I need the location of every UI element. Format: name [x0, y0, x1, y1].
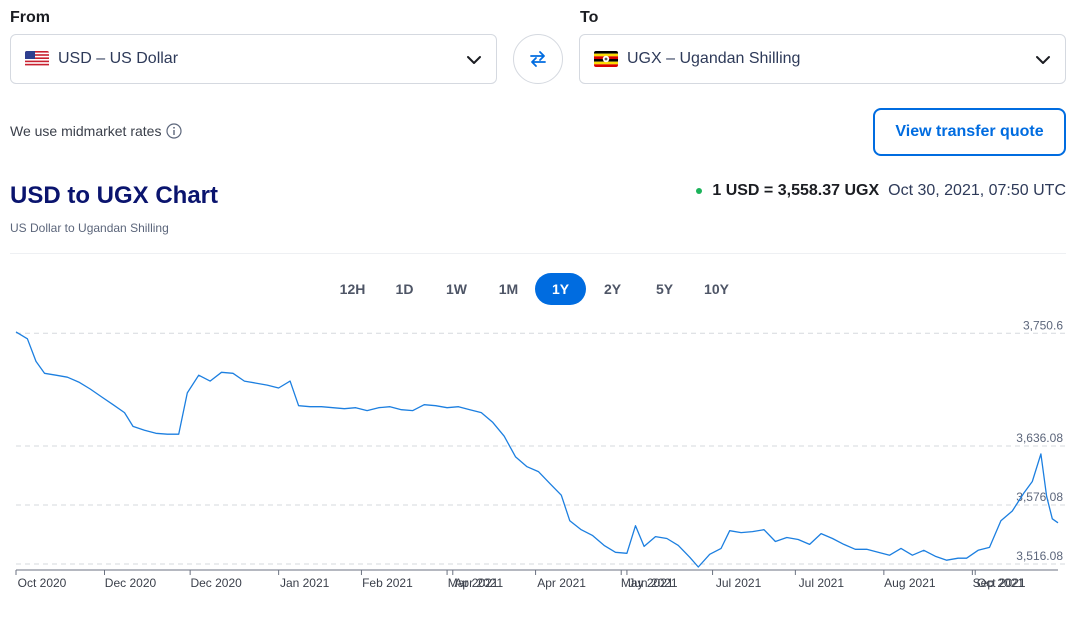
- x-tick-label: Dec 2020: [105, 576, 157, 590]
- series-line: [15, 331, 1059, 568]
- rate-timestamp: Oct 30, 2021, 07:50 UTC: [888, 182, 1066, 199]
- us-flag-icon: [25, 51, 49, 67]
- view-transfer-quote-button[interactable]: View transfer quote: [873, 108, 1066, 156]
- period-tab-1d[interactable]: 1D: [395, 281, 414, 297]
- x-tick-label: Apr 2021: [537, 576, 586, 590]
- period-tab-12h[interactable]: 12H: [339, 281, 366, 297]
- x-tick-label: Jul 2021: [716, 576, 762, 590]
- chevron-down-icon: [467, 56, 481, 64]
- rate-chart: 3,750.6 3,636.08 3,576.08 3,516.08 Oct 2020 D…: [15, 320, 1066, 590]
- to-label: To: [580, 9, 599, 26]
- x-tick-label: Dec 2020: [190, 576, 242, 590]
- x-tick-label: Feb 2021: [362, 576, 413, 590]
- period-tab-1w[interactable]: 1W: [446, 281, 467, 297]
- x-tick-label: Oct 2021: [977, 576, 1026, 590]
- x-tick-label: Oct 2020: [18, 576, 67, 590]
- x-tick-label: May 2021: [621, 576, 674, 590]
- x-tick-label: Jun 2021: [628, 576, 678, 590]
- x-tick-label: Mar 2021: [448, 576, 499, 590]
- info-icon[interactable]: [166, 123, 183, 139]
- ug-flag-icon: [594, 51, 618, 67]
- from-label: From: [10, 9, 50, 26]
- from-currency-text: USD – US Dollar: [58, 50, 179, 67]
- current-rate: 1 USD = 3,558.37 UGX Oct 30, 2021, 07:50…: [696, 182, 1066, 200]
- y-tick-label: 3,750.6: [1023, 320, 1063, 332]
- period-tab-10y[interactable]: 10Y: [704, 281, 729, 297]
- swap-currencies-button[interactable]: [513, 34, 563, 84]
- period-tab-2y[interactable]: 2Y: [603, 281, 622, 297]
- midmarket-text: We use midmarket rates: [10, 123, 162, 139]
- y-tick-label: 3,576.08: [1016, 490, 1063, 504]
- from-currency-select[interactable]: USD – US Dollar: [10, 34, 497, 84]
- to-currency-select[interactable]: UGX – Ugandan Shilling: [579, 34, 1066, 84]
- x-tick-label: Jul 2021: [799, 576, 845, 590]
- y-tick-label: 3,636.08: [1016, 431, 1063, 445]
- swap-arrows-icon: [530, 51, 546, 67]
- to-currency-text: UGX – Ugandan Shilling: [627, 50, 801, 67]
- y-tick-label: 3,516.08: [1016, 549, 1063, 563]
- live-dot-icon: [696, 188, 703, 194]
- midmarket-note: We use midmarket rates: [10, 123, 183, 139]
- chart-subtitle: US Dollar to Ugandan Shilling: [10, 221, 169, 235]
- x-tick-label: Sep 2021: [973, 576, 1025, 590]
- chart-title: USD to UGX Chart: [10, 182, 219, 209]
- period-tab-1m[interactable]: 1M: [498, 281, 519, 297]
- x-tick-label: Aug 2021: [884, 576, 936, 590]
- rate-value: 1 USD = 3,558.37 UGX: [712, 182, 880, 199]
- x-tick-label: Apr 2021: [454, 576, 503, 590]
- period-tab-5y[interactable]: 5Y: [655, 281, 674, 297]
- x-tick-label: Jan 2021: [280, 576, 330, 590]
- period-tab-1y[interactable]: 1Y: [535, 273, 586, 305]
- divider: [10, 253, 1066, 254]
- chevron-down-icon: [1036, 56, 1050, 64]
- period-tabs: 12H 1D 1W 1M 1Y 2Y 5Y 10Y: [327, 273, 743, 305]
